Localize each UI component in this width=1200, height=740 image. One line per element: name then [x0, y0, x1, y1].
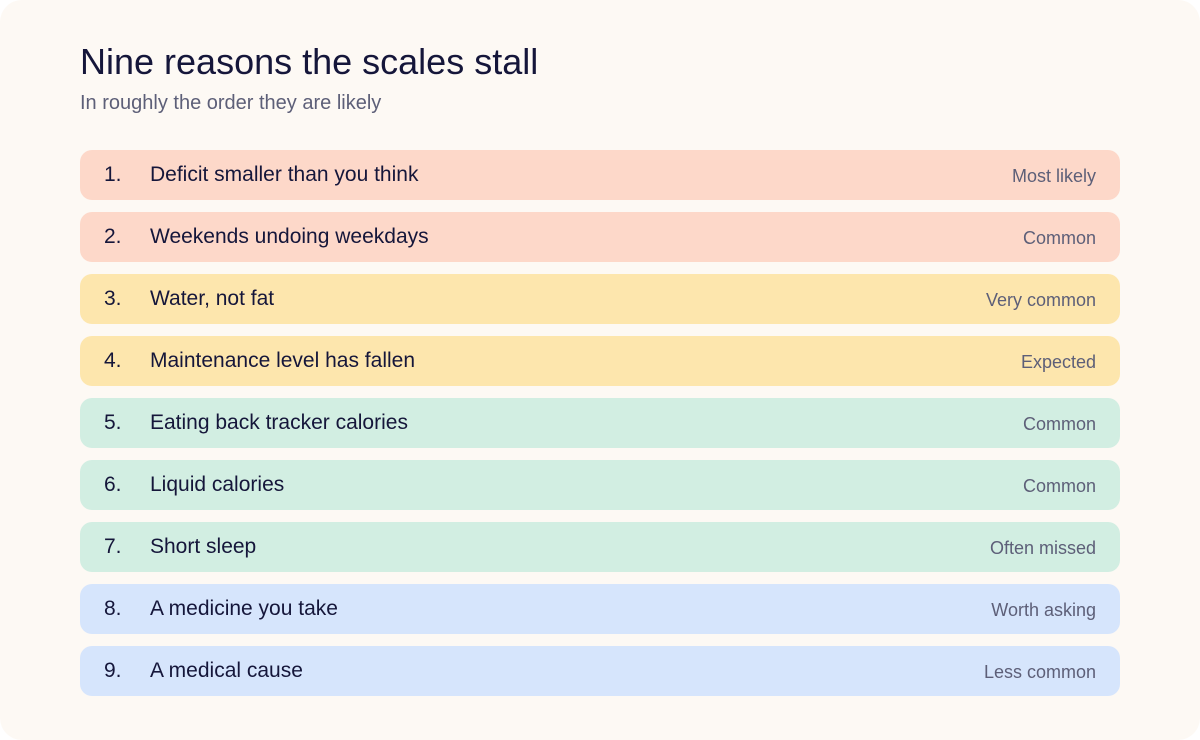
likelihood-tag: Very common: [985, 290, 1096, 310]
reason-number: 3.: [104, 287, 122, 310]
reason-label: Short sleep: [150, 535, 257, 558]
reason-number: 5.: [104, 411, 122, 434]
likelihood-tag: Less common: [983, 662, 1096, 682]
likelihood-tag: Most likely: [1011, 166, 1096, 186]
reason-row-3: 3. Water, not fat Very common: [80, 274, 1120, 324]
likelihood-tag: Common: [1022, 476, 1096, 496]
reason-label: Maintenance level has fallen: [150, 349, 416, 372]
likelihood-tag: Often missed: [989, 538, 1096, 558]
reason-row-2: 2. Weekends undoing weekdays Common: [80, 212, 1120, 262]
reason-row-9: 9. A medical cause Less common: [80, 646, 1120, 696]
reason-number: 8.: [104, 597, 122, 620]
page-title: Nine reasons the scales stall: [80, 41, 539, 82]
reason-number: 1.: [104, 163, 122, 186]
reason-number: 6.: [104, 473, 122, 496]
reason-number: 7.: [104, 535, 122, 558]
reason-label: Liquid calories: [150, 473, 285, 496]
likelihood-tag: Expected: [1020, 352, 1096, 372]
reason-row-7: 7. Short sleep Often missed: [80, 522, 1120, 572]
reason-label: Eating back tracker calories: [150, 411, 408, 434]
reason-row-1: 1. Deficit smaller than you think Most l…: [80, 150, 1120, 200]
reason-label: Deficit smaller than you think: [150, 163, 419, 186]
reason-number: 2.: [104, 225, 122, 248]
reason-row-6: 6. Liquid calories Common: [80, 460, 1120, 510]
reason-label: Water, not fat: [150, 287, 275, 310]
likelihood-tag: Worth asking: [991, 600, 1096, 620]
likelihood-tag: Common: [1022, 228, 1096, 248]
reasons-list: 1. Deficit smaller than you think Most l…: [80, 150, 1120, 708]
reason-number: 4.: [104, 349, 122, 372]
reason-number: 9.: [104, 659, 122, 682]
reason-row-8: 8. A medicine you take Worth asking: [80, 584, 1120, 634]
reason-label: A medicine you take: [150, 597, 338, 620]
reason-label: Weekends undoing weekdays: [150, 225, 429, 248]
reason-row-4: 4. Maintenance level has fallen Expected: [80, 336, 1120, 386]
likelihood-tag: Common: [1022, 414, 1096, 434]
page-subtitle: In roughly the order they are likely: [80, 92, 382, 114]
reason-row-5: 5. Eating back tracker calories Common: [80, 398, 1120, 448]
reason-label: A medical cause: [150, 659, 303, 682]
